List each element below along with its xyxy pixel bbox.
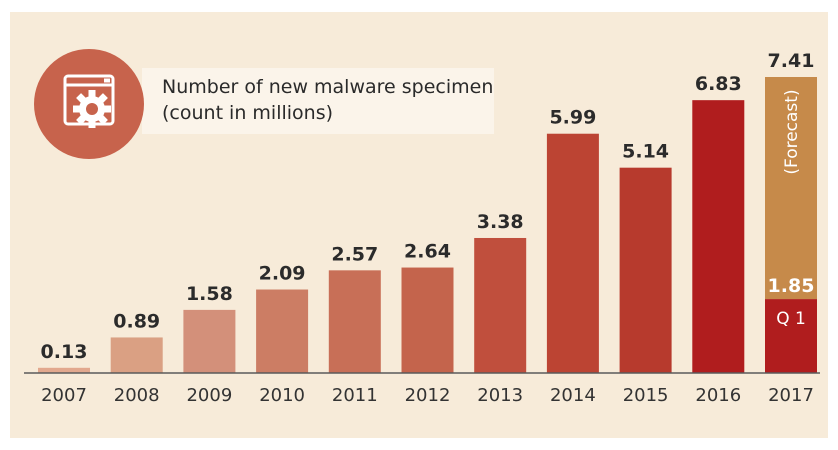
bar-2015 xyxy=(619,167,672,373)
bar-2016 xyxy=(692,100,745,373)
value-label-2012: 2.64 xyxy=(404,241,451,263)
bar-2017-forecast-text: (Forecast) xyxy=(782,89,802,174)
value-label-2010: 2.09 xyxy=(259,263,306,285)
legend-box xyxy=(142,68,494,134)
value-label-2014: 5.99 xyxy=(549,107,596,129)
value-label-2009: 1.58 xyxy=(186,283,233,305)
legend-line-1: Number of new malware specimen xyxy=(162,76,494,98)
legend-text: Number of new malware specimen (count in… xyxy=(162,74,493,126)
bar-2017-q1-value-label: 1.85 xyxy=(768,275,815,297)
x-tick-label-2014: 2014 xyxy=(550,385,596,406)
x-tick-label-2009: 2009 xyxy=(186,385,232,406)
bar-2010 xyxy=(256,289,309,373)
value-label-2016: 6.83 xyxy=(695,73,742,95)
x-tick-label-2013: 2013 xyxy=(477,385,523,406)
x-tick-label-2016: 2016 xyxy=(695,385,741,406)
bar-2011 xyxy=(328,270,381,373)
bar-2017-q1 xyxy=(765,299,817,373)
x-tick-label-2011: 2011 xyxy=(332,385,378,406)
bar-2013 xyxy=(474,237,527,373)
x-tick-label-2008: 2008 xyxy=(114,385,160,406)
icon-circle-badge xyxy=(34,49,144,159)
x-tick-label-2017: 2017 xyxy=(768,385,814,406)
bar-2017-forecast xyxy=(765,77,817,300)
value-label-2008: 0.89 xyxy=(113,310,160,332)
bar-2012 xyxy=(401,267,454,373)
value-label-2013: 3.38 xyxy=(477,211,524,233)
bar-2008 xyxy=(110,337,163,373)
value-label-2017: 7.41 xyxy=(768,50,815,72)
x-tick-label-2012: 2012 xyxy=(405,385,451,406)
bar-2007 xyxy=(38,367,90,373)
x-tick-label-2015: 2015 xyxy=(623,385,669,406)
malware-window-gear-icon xyxy=(63,74,115,128)
value-label-2015: 5.14 xyxy=(622,141,669,163)
value-label-2011: 2.57 xyxy=(331,243,378,265)
legend-line-2: (count in millions) xyxy=(162,102,334,124)
bar-2009 xyxy=(183,309,236,373)
x-tick-label-2007: 2007 xyxy=(41,385,87,406)
value-label-2007: 0.13 xyxy=(41,341,88,363)
bar-2017-q1-text: Q 1 xyxy=(776,309,806,329)
x-tick-label-2010: 2010 xyxy=(259,385,305,406)
bar-2014 xyxy=(546,133,599,373)
